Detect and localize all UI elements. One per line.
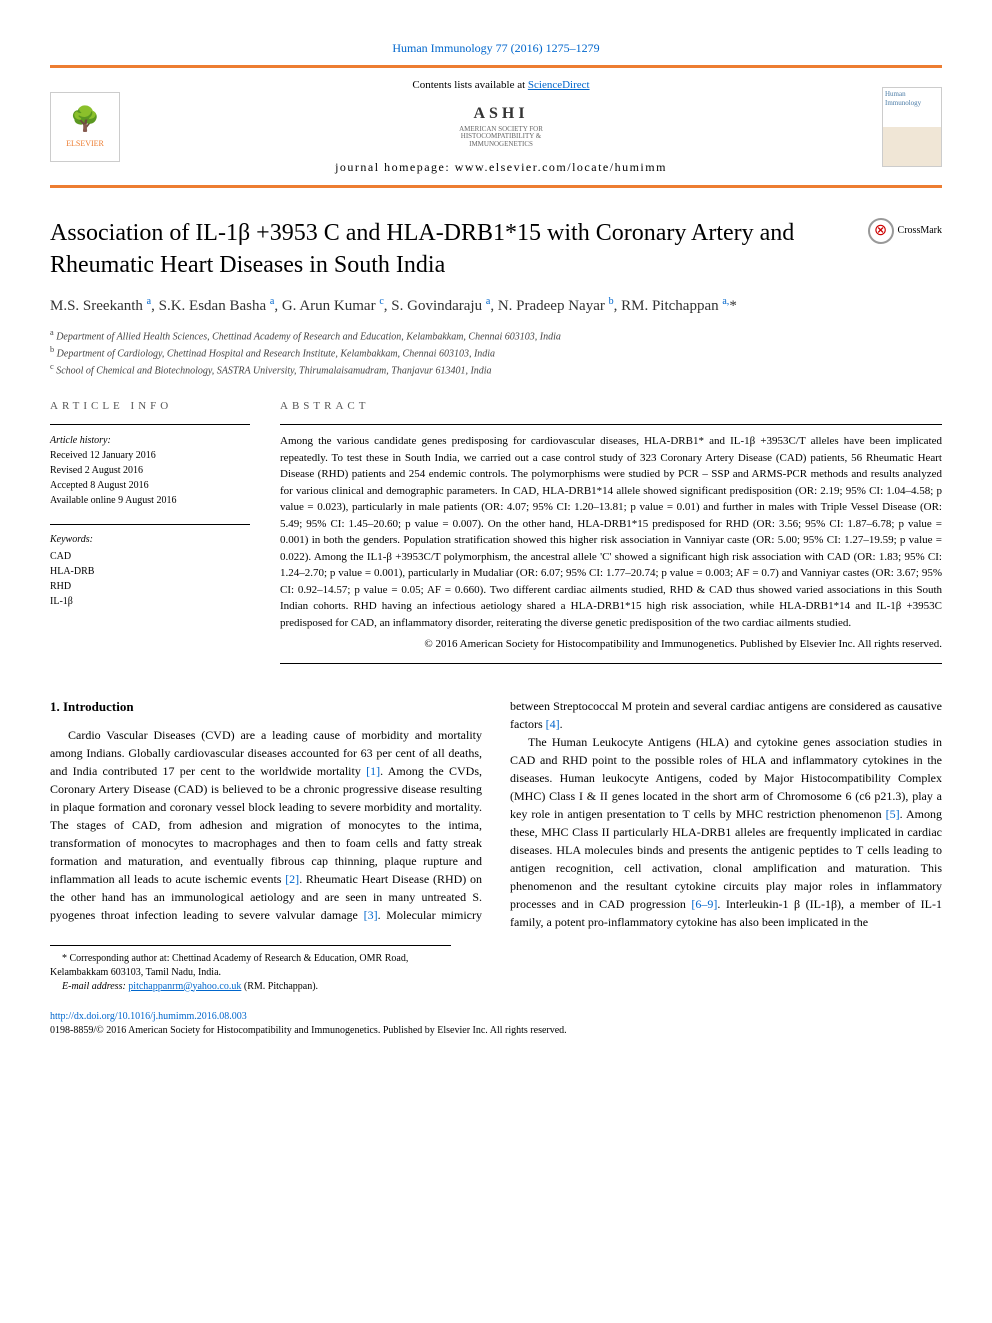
- issn-copyright: 0198-8859/© 2016 American Society for Hi…: [50, 1024, 942, 1038]
- contents-available: Contents lists available at ScienceDirec…: [120, 78, 882, 93]
- info-divider-2: [50, 524, 250, 525]
- article-title: Association of IL-1β +3953 C and HLA-DRB…: [50, 218, 850, 280]
- affiliations-block: a Department of Allied Health Sciences, …: [50, 327, 942, 379]
- affiliation-line: c School of Chemical and Biotechnology, …: [50, 361, 942, 378]
- abstract-divider-bottom: [280, 663, 942, 664]
- article-info-heading: ARTICLE INFO: [50, 399, 250, 414]
- abstract-heading: ABSTRACT: [280, 399, 942, 414]
- ref-5[interactable]: [5]: [886, 807, 900, 821]
- elsevier-logo: 🌳 ELSEVIER: [50, 92, 120, 162]
- ashi-logo: ASHI: [459, 103, 543, 125]
- body-text: 1. Introduction Cardio Vascular Diseases…: [50, 697, 942, 931]
- email-suffix: (RM. Pitchappan).: [241, 981, 318, 992]
- p2-post: .: [560, 717, 563, 731]
- article-info-panel: ARTICLE INFO Article history: Received 1…: [50, 399, 250, 672]
- accepted-date: Accepted 8 August 2016: [50, 478, 250, 493]
- info-divider: [50, 424, 250, 425]
- keyword-item: CAD: [50, 549, 250, 564]
- doi-link[interactable]: http://dx.doi.org/10.1016/j.humimm.2016.…: [50, 1011, 247, 1022]
- p3-mid: . Among these, MHC Class II particularly…: [510, 807, 942, 911]
- ref-4[interactable]: [4]: [546, 717, 560, 731]
- ref-3[interactable]: [3]: [364, 908, 378, 922]
- ref-1[interactable]: [1]: [366, 764, 380, 778]
- crossmark-icon: ⊗: [868, 218, 894, 244]
- sciencedirect-link[interactable]: ScienceDirect: [528, 79, 590, 91]
- elsevier-label: ELSEVIER: [66, 138, 104, 149]
- abstract-text: Among the various candidate genes predis…: [280, 433, 942, 631]
- tree-icon: 🌳: [70, 104, 100, 138]
- corresponding-author-footnote: * Corresponding author at: Chettinad Aca…: [50, 945, 451, 994]
- abstract-divider: [280, 424, 942, 425]
- homepage-label: journal homepage:: [335, 160, 455, 174]
- page-footer: http://dx.doi.org/10.1016/j.humimm.2016.…: [50, 1010, 942, 1038]
- ashi-sub3: IMMUNOGENETICS: [459, 141, 543, 149]
- email-label: E-mail address:: [62, 981, 128, 992]
- revised-date: Revised 2 August 2016: [50, 463, 250, 478]
- journal-header: 🌳 ELSEVIER Contents lists available at S…: [50, 65, 942, 189]
- contents-prefix: Contents lists available at: [412, 79, 527, 91]
- keywords-label: Keywords:: [50, 533, 250, 547]
- intro-para-2: The Human Leukocyte Antigens (HLA) and c…: [510, 733, 942, 931]
- email-link[interactable]: pitchappanrm@yahoo.co.uk: [128, 981, 241, 992]
- intro-heading: 1. Introduction: [50, 697, 482, 717]
- received-date: Received 12 January 2016: [50, 448, 250, 463]
- ashi-logo-block: ASHI AMERICAN SOCIETY FOR HISTOCOMPATIBI…: [459, 103, 543, 148]
- crossmark-badge[interactable]: ⊗ CrossMark: [868, 218, 942, 244]
- abstract-panel: ABSTRACT Among the various candidate gen…: [280, 399, 942, 672]
- ref-6-9[interactable]: [6–9]: [691, 897, 717, 911]
- affiliation-line: b Department of Cardiology, Chettinad Ho…: [50, 344, 942, 361]
- abstract-copyright: © 2016 American Society for Histocompati…: [280, 637, 942, 652]
- keyword-item: RHD: [50, 579, 250, 594]
- citation-line: Human Immunology 77 (2016) 1275–1279: [50, 40, 942, 57]
- history-label: Article history:: [50, 433, 250, 448]
- online-date: Available online 9 August 2016: [50, 493, 250, 508]
- homepage-url[interactable]: www.elsevier.com/locate/humimm: [455, 160, 667, 174]
- keyword-item: HLA-DRB: [50, 564, 250, 579]
- journal-cover-thumb: Human Immunology: [882, 87, 942, 167]
- affiliation-line: a Department of Allied Health Sciences, …: [50, 327, 942, 344]
- p3-pre: The Human Leukocyte Antigens (HLA) and c…: [510, 735, 942, 821]
- p1-mid: . Among the CVDs, Coronary Artery Diseas…: [50, 764, 482, 886]
- keywords-list: CADHLA-DRBRHDIL-1β: [50, 549, 250, 609]
- authors-line: M.S. Sreekanth a, S.K. Esdan Basha a, G.…: [50, 295, 942, 317]
- crossmark-label: CrossMark: [898, 224, 942, 238]
- corr-author-text: * Corresponding author at: Chettinad Aca…: [50, 952, 451, 980]
- ref-2[interactable]: [2]: [285, 872, 299, 886]
- journal-homepage: journal homepage: www.elsevier.com/locat…: [120, 159, 882, 176]
- email-line: E-mail address: pitchappanrm@yahoo.co.uk…: [50, 980, 451, 994]
- keyword-item: IL-1β: [50, 594, 250, 609]
